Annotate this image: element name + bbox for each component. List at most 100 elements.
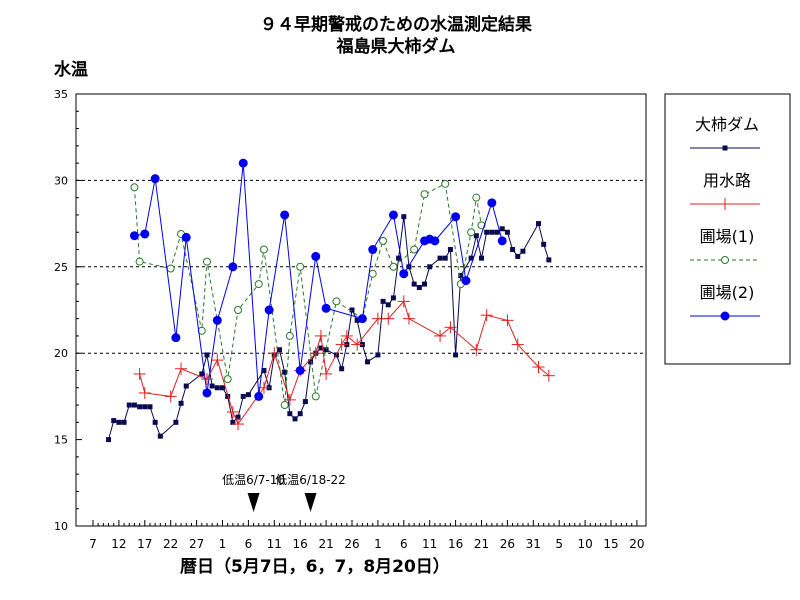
legend-label: 圃場(2)	[700, 283, 755, 302]
data-point	[382, 312, 395, 325]
data-point	[546, 257, 552, 263]
data-point	[416, 285, 422, 291]
legend-label: 用水路	[703, 171, 751, 190]
data-point	[202, 257, 211, 266]
legend-label: 圃場(1)	[700, 227, 755, 246]
data-point	[259, 245, 268, 254]
data-point	[499, 226, 505, 232]
data-point	[453, 352, 459, 358]
data-point	[442, 255, 448, 261]
y-axis-label: 水温	[54, 59, 88, 80]
data-point	[349, 307, 355, 313]
series-3	[130, 179, 486, 410]
data-point	[150, 174, 160, 184]
data-point	[375, 352, 381, 358]
data-point	[467, 228, 476, 237]
y-axis: 10 15 20 25 30 35	[54, 88, 82, 533]
data-point	[223, 375, 232, 384]
data-point	[541, 241, 547, 247]
data-point	[232, 418, 245, 431]
data-point	[497, 236, 507, 246]
data-point	[282, 369, 288, 375]
data-point	[434, 329, 447, 342]
y-tick-label: 20	[54, 347, 68, 360]
x-tick-label: 12	[111, 537, 126, 551]
data-point	[181, 232, 191, 242]
x-tick-label: 16	[293, 537, 308, 551]
data-point	[220, 385, 225, 391]
x-tick-label: 21	[318, 537, 333, 551]
x-axis-label: 暦日（5月7日，6，7，8月20日）	[180, 556, 450, 577]
data-point	[520, 248, 526, 254]
data-point	[129, 231, 139, 241]
data-point	[311, 392, 320, 401]
data-point	[380, 298, 386, 304]
data-point	[200, 373, 213, 386]
annotation-label: 低温6/18-22	[275, 473, 346, 487]
data-point	[285, 331, 294, 340]
data-point	[484, 229, 490, 235]
data-point	[212, 315, 222, 325]
data-point	[268, 347, 281, 360]
data-point	[389, 262, 398, 271]
x-tick-label: 16	[448, 537, 463, 551]
data-point	[321, 303, 331, 313]
data-point	[470, 343, 483, 356]
data-point	[292, 416, 298, 422]
plot-area	[75, 93, 647, 527]
data-point	[473, 233, 479, 239]
data-point	[379, 236, 388, 245]
data-point	[477, 221, 486, 230]
data-point	[166, 264, 175, 273]
data-point	[721, 256, 729, 264]
data-point	[351, 338, 364, 351]
x-tick-label: 1	[374, 537, 382, 551]
data-point	[385, 302, 391, 308]
legend-label: 大柿ダム	[695, 115, 759, 134]
x-tick-label: 15	[603, 537, 618, 551]
data-point	[542, 369, 555, 382]
data-point	[314, 329, 327, 342]
x-tick-label: 20	[629, 537, 644, 551]
data-point	[402, 312, 415, 325]
data-point	[388, 210, 398, 220]
data-point	[320, 367, 333, 380]
data-point	[204, 352, 210, 358]
data-point	[297, 411, 303, 417]
data-point	[287, 411, 293, 417]
x-tick-label: 26	[500, 537, 515, 551]
data-point	[515, 253, 521, 259]
data-point	[280, 401, 289, 410]
x-tick-label: 10	[577, 537, 592, 551]
data-point	[111, 418, 117, 424]
data-point	[147, 404, 153, 410]
data-point	[332, 297, 341, 306]
x-tick-label: 21	[474, 537, 489, 551]
data-point	[406, 264, 412, 270]
x-tick-label: 7	[89, 537, 97, 551]
data-point	[368, 245, 378, 255]
data-point	[357, 314, 367, 324]
annotation-arrow	[247, 493, 260, 512]
data-point	[240, 393, 246, 399]
data-point	[171, 333, 181, 343]
series-group	[106, 158, 555, 443]
data-point	[230, 419, 236, 425]
data-point	[276, 347, 282, 353]
data-point	[130, 183, 139, 192]
gridlines	[76, 179, 646, 354]
x-tick-label: 31	[526, 537, 541, 551]
series-line	[108, 216, 550, 440]
data-point	[140, 229, 150, 239]
data-point	[142, 404, 148, 410]
data-point	[501, 314, 514, 327]
data-point	[183, 383, 189, 389]
data-point	[339, 366, 345, 372]
data-point	[309, 347, 322, 360]
data-point	[121, 419, 127, 425]
x-tick-label: 17	[137, 537, 152, 551]
data-point	[178, 400, 184, 406]
data-point	[234, 306, 243, 314]
